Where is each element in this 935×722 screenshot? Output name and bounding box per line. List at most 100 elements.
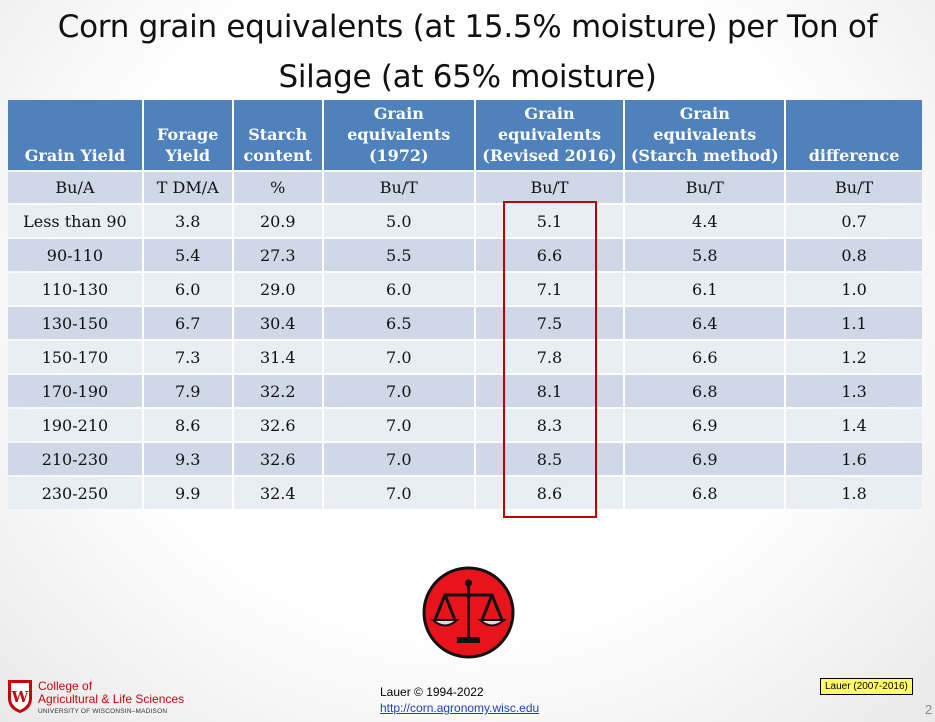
table-cell: 1.4 [786,409,922,441]
grain-equivalents-table: Grain Yield Forage Yield Starch content Grain… [6,98,924,511]
table-cell: 9.3 [143,443,232,475]
table-cell: 7.9 [143,375,232,407]
table-cell: 150-170 [8,341,142,373]
footer-credit: Lauer © 1994-2022 http://corn.agronomy.w… [380,684,539,716]
table-row: 150-170 7.3 31.4 7.0 7.8 6.6 1.2 [8,341,922,373]
table-cell: 6.0 [323,273,474,305]
table-row: Less than 90 3.8 20.9 5.0 5.1 4.4 0.7 [8,205,922,237]
table-cell: 7.0 [323,443,474,475]
table-cell: 0.7 [786,205,922,237]
table-row: 190-210 8.6 32.6 7.0 8.3 6.9 1.4 [8,409,922,441]
table-cell: 30.4 [233,307,322,339]
table-cell: 7.0 [323,375,474,407]
copyright-text: Lauer © 1994-2022 [380,685,484,699]
unit-cell: T DM/A [143,172,232,203]
table-cell: 7.5 [475,307,624,339]
table-cell: 1.0 [786,273,922,305]
table-cell: 1.3 [786,375,922,407]
table-cell: 31.4 [233,341,322,373]
column-header: Grain equivalents (Starch method) [625,100,785,170]
table-cell: 7.0 [323,409,474,441]
column-header: Forage Yield [143,100,232,170]
column-header-line: (Revised 2016) [482,146,617,165]
table-cell: 210-230 [8,443,142,475]
table-row: 230-250 9.9 32.4 7.0 8.6 6.8 1.8 [8,477,922,509]
header-row: Grain Yield Forage Yield Starch content Grain… [8,100,922,170]
table-cell: 7.1 [475,273,624,305]
table-cell: 5.5 [323,239,474,271]
page-number: 2 [925,702,933,717]
table-cell: 5.4 [143,239,232,271]
table-cell: 8.3 [475,409,624,441]
table-cell: 6.8 [625,477,785,509]
column-header-line: equivalents [653,125,757,144]
revised-2016-highlight-box [503,201,597,518]
title-line-1: Corn grain equivalents (at 15.5% moistur… [57,9,878,45]
table-cell: 6.7 [143,307,232,339]
table-cell: 170-190 [8,375,142,407]
column-header-line: Grain [524,104,575,123]
table-row: 110-130 6.0 29.0 6.0 7.1 6.1 1.0 [8,273,922,305]
table-cell: 1.2 [786,341,922,373]
column-header: difference [786,100,922,170]
table-cell: 8.5 [475,443,624,475]
table-cell: 0.8 [786,239,922,271]
table-cell: 6.6 [625,341,785,373]
unit-cell: Bu/T [323,172,474,203]
table-cell: 90-110 [8,239,142,271]
table-cell: 6.0 [143,273,232,305]
table-cell: 32.2 [233,375,322,407]
column-header-line: difference [808,146,900,165]
column-header-line: (1972) [368,146,429,165]
slide-title: Corn grain equivalents (at 15.5% moistur… [0,2,935,102]
table-cell: 230-250 [8,477,142,509]
citation-badge: Lauer (2007-2016) [820,678,913,695]
unit-cell: Bu/A [8,172,142,203]
college-logo: W College of Agricultural & Life Science… [6,676,206,720]
table-cell: 4.4 [625,205,785,237]
website-link[interactable]: http://corn.agronomy.wisc.edu [380,701,540,715]
table-cell: 7.0 [323,477,474,509]
table-cell: 20.9 [233,205,322,237]
table-cell: 6.9 [625,443,785,475]
table-cell: 3.8 [143,205,232,237]
table-cell: 6.5 [323,307,474,339]
table-cell: 7.3 [143,341,232,373]
table-cell: 1.1 [786,307,922,339]
table-cell: 1.8 [786,477,922,509]
table-cell: 32.6 [233,443,322,475]
table-cell: 32.4 [233,477,322,509]
column-header-line: (Starch method) [630,146,779,165]
table-cell: 6.9 [625,409,785,441]
table-cell: 5.0 [323,205,474,237]
table-cell: 6.6 [475,239,624,271]
table-cell: 29.0 [233,273,322,305]
table-row: 210-230 9.3 32.6 7.0 8.5 6.9 1.6 [8,443,922,475]
university-name: UNIVERSITY OF WISCONSIN–MADISON [38,708,168,715]
column-header-line: content [243,146,313,165]
column-header-line: Grain Yield [24,146,126,165]
unit-cell: % [233,172,322,203]
table-row: 170-190 7.9 32.2 7.0 8.1 6.8 1.3 [8,375,922,407]
table-cell: 1.6 [786,443,922,475]
table-cell: 7.0 [323,341,474,373]
table-cell: 8.1 [475,375,624,407]
table-cell: 110-130 [8,273,142,305]
table-cell: 6.4 [625,307,785,339]
table-cell: Less than 90 [8,205,142,237]
table-cell: 6.1 [625,273,785,305]
column-header-line: Grain [373,104,424,123]
table-cell: 190-210 [8,409,142,441]
table-cell: 8.6 [143,409,232,441]
table-row: 90-110 5.4 27.3 5.5 6.6 5.8 0.8 [8,239,922,271]
unit-cell: Bu/T [786,172,922,203]
college-name-line-1: College of [38,679,93,693]
title-line-2: Silage (at 65% moisture) [278,59,657,95]
table-cell: 130-150 [8,307,142,339]
svg-text:W: W [11,688,30,706]
balance-scale-icon [421,565,516,660]
column-header: Grain equivalents (Revised 2016) [475,100,624,170]
unit-cell: Bu/T [625,172,785,203]
table-cell: 5.8 [625,239,785,271]
unit-cell: Bu/T [475,172,624,203]
